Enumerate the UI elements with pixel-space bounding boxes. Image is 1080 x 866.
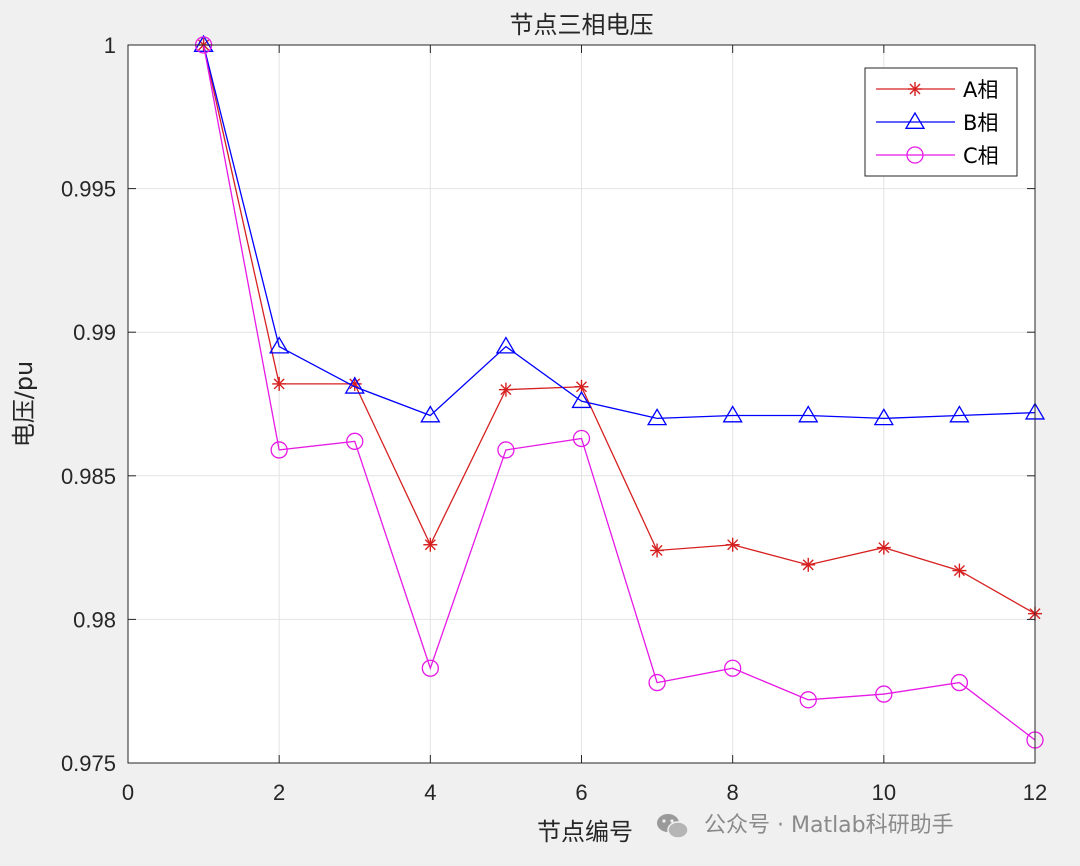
data-point xyxy=(873,408,894,426)
data-point xyxy=(423,537,438,552)
data-point xyxy=(344,376,365,394)
watermark-text: 公众号 · Matlab科研助手 xyxy=(704,813,954,838)
ticks: 0 2 4 6 8 10 12 0.975 0.98 0.985 0.99 0.995 1 xyxy=(61,33,1047,805)
y-tick-label: 0.975 xyxy=(61,751,116,776)
legend-entry: A相 xyxy=(876,78,998,102)
data-point xyxy=(270,441,288,459)
chart-title: 节点三相电压 xyxy=(510,11,654,39)
legend-entry: C相 xyxy=(876,144,999,168)
data-point xyxy=(498,382,513,397)
y-tick-label: 0.985 xyxy=(61,464,116,489)
y-tick-label: 0.99 xyxy=(73,320,116,345)
data-point xyxy=(420,405,441,423)
legend-label: C相 xyxy=(963,144,999,168)
asterisk-stroke xyxy=(575,381,588,393)
series-layer xyxy=(193,34,1046,749)
data-point xyxy=(650,543,665,558)
series-line xyxy=(202,44,1036,741)
data-point xyxy=(497,441,515,459)
legend-marker xyxy=(904,111,926,129)
data-point xyxy=(950,673,969,692)
data-point xyxy=(725,537,740,552)
data-point xyxy=(949,405,970,423)
data-point xyxy=(495,336,517,354)
data-point xyxy=(421,659,439,677)
legend: A相 B相 C相 xyxy=(864,67,1018,177)
y-tick-label: 0.995 xyxy=(61,177,116,202)
data-point xyxy=(572,429,591,448)
data-point xyxy=(798,405,819,423)
asterisk-stroke xyxy=(878,542,890,554)
x-tick-label: 6 xyxy=(575,780,587,805)
asterisk-stroke xyxy=(727,539,739,551)
asterisk-stroke xyxy=(909,83,921,95)
asterisk-stroke xyxy=(802,559,814,571)
watermark: 公众号 · Matlab科研助手 xyxy=(657,813,954,839)
legend-marker xyxy=(908,82,922,96)
legend-entry: B相 xyxy=(876,111,998,135)
data-point xyxy=(193,34,214,52)
data-point xyxy=(272,376,287,391)
series-line xyxy=(202,44,1036,615)
x-axis-label: 节点编号 xyxy=(537,818,633,846)
x-tick-label: 0 xyxy=(122,780,134,805)
data-point xyxy=(646,408,668,426)
data-point xyxy=(724,659,742,677)
asterisk-stroke xyxy=(500,384,512,396)
wechat-icon xyxy=(657,814,689,839)
asterisk-stroke xyxy=(953,565,965,577)
y-tick-label: 0.98 xyxy=(73,607,116,632)
data-point xyxy=(346,432,364,450)
data-point xyxy=(952,563,967,578)
data-point xyxy=(799,691,817,709)
data-point xyxy=(876,540,891,555)
legend-label: B相 xyxy=(963,111,998,135)
x-tick-label: 2 xyxy=(273,780,285,805)
x-tick-label: 10 xyxy=(872,780,896,805)
asterisk-stroke xyxy=(349,378,361,390)
asterisk-stroke xyxy=(424,539,436,551)
data-point xyxy=(875,685,893,703)
y-tick-label: 1 xyxy=(104,33,116,58)
series-2 xyxy=(193,34,1046,426)
x-tick-label: 12 xyxy=(1023,780,1047,805)
data-point xyxy=(801,557,816,572)
y-axis-label: 电压/pu xyxy=(10,361,38,448)
legend-label: A相 xyxy=(963,78,998,102)
asterisk-stroke xyxy=(273,378,285,390)
data-point xyxy=(722,405,743,423)
data-point xyxy=(648,673,666,692)
data-point xyxy=(571,390,592,409)
asterisk-stroke xyxy=(651,544,663,557)
series-line xyxy=(202,44,1036,420)
x-tick-label: 4 xyxy=(424,780,436,805)
data-point xyxy=(269,336,290,354)
legend-marker xyxy=(906,146,924,164)
x-tick-label: 8 xyxy=(727,780,739,805)
